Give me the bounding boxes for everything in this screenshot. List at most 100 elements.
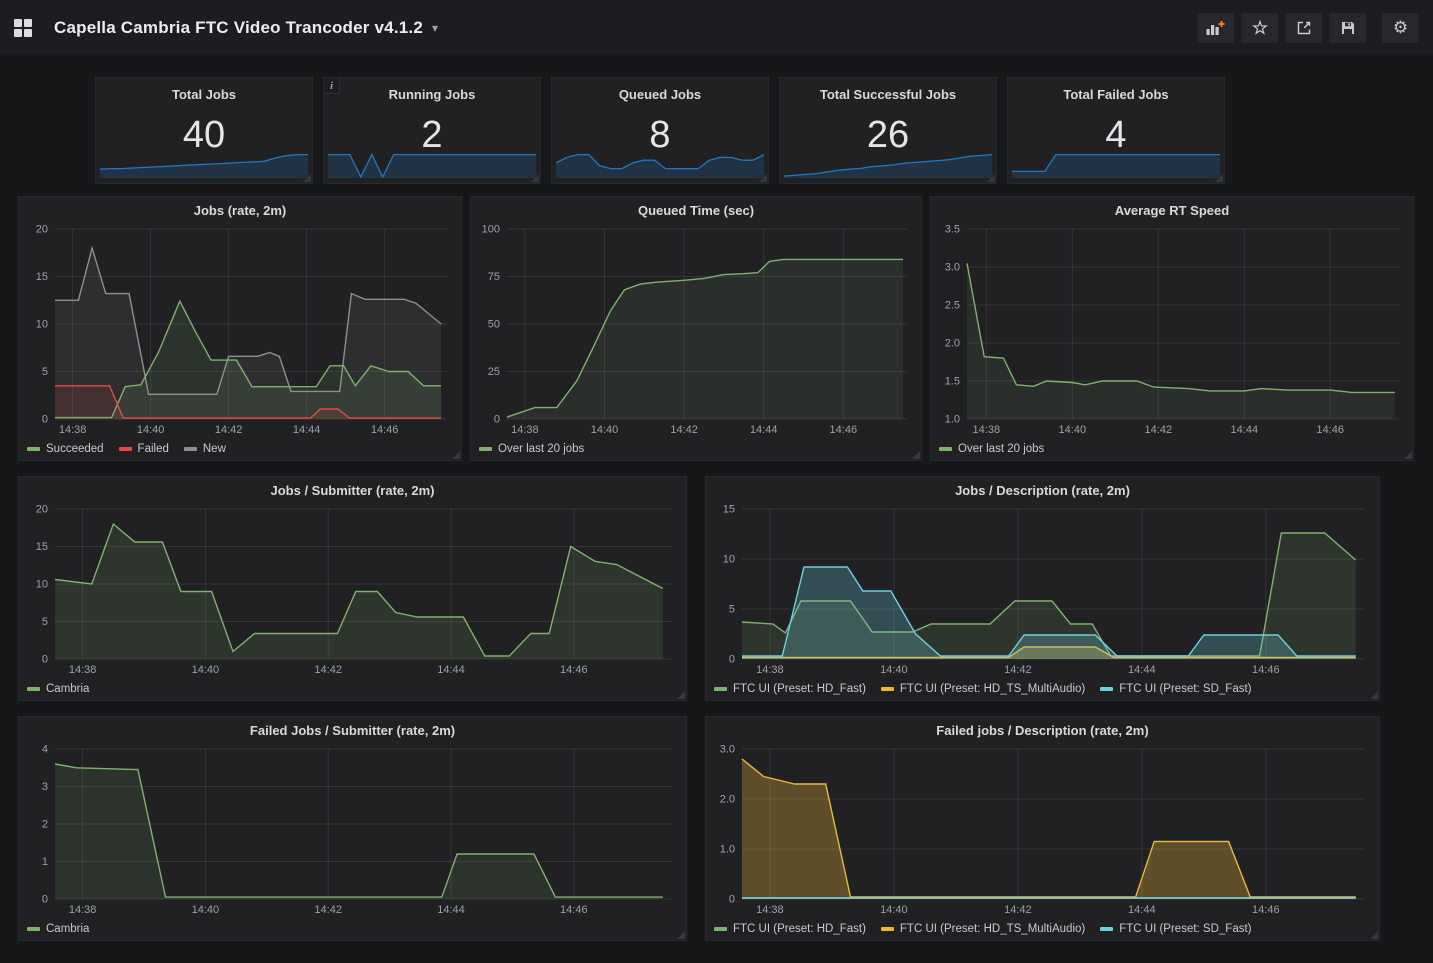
resize-handle[interactable] [1370,931,1378,939]
resize-handle[interactable] [531,174,539,182]
stat-panel-running-jobs: i Running Jobs 2 [323,77,541,184]
legend-item[interactable]: FTC UI (Preset: SD_Fast) [1100,682,1252,695]
svg-text:14:42: 14:42 [670,424,698,436]
svg-text:1: 1 [42,856,48,868]
panel-title[interactable]: Failed Jobs / Submitter (rate, 2m) [249,722,456,738]
panel-title[interactable]: Average RT Speed [1114,202,1230,218]
resize-handle[interactable] [677,691,685,699]
svg-text:14:40: 14:40 [192,904,220,916]
svg-text:14:44: 14:44 [293,424,321,436]
svg-text:14:46: 14:46 [1252,904,1280,916]
legend: Over last 20 jobs [471,437,921,460]
bar-chart-plus-icon [1206,20,1225,35]
panel-title[interactable]: Jobs / Description (rate, 2m) [955,482,1130,498]
settings-button[interactable]: ⚙ [1382,12,1419,43]
dashboard-title-dropdown[interactable]: Capella Cambria FTC Video Trancoder v4.1… [46,12,446,44]
svg-text:4: 4 [42,744,48,756]
share-button[interactable] [1285,12,1322,43]
resize-handle[interactable] [987,174,995,182]
grafana-menu-icon[interactable] [14,18,32,37]
stat-panel-title[interactable]: Queued Jobs [618,87,702,102]
resize-handle[interactable] [912,451,920,459]
legend-item[interactable]: FTC UI (Preset: HD_TS_MultiAudio) [880,923,1085,935]
charts-row-1: Jobs (rate, 2m) 0 5 10 15 20 14:38 14:40 14:42 14… [18,196,1415,461]
chart-avg-rt-speed[interactable]: 1.0 1.5 2.0 2.5 3.0 3.5 14:38 14:40 14:42 14:44 14… [931,223,1413,437]
panel-info-icon[interactable]: i [324,78,340,94]
svg-text:0: 0 [42,414,48,426]
svg-text:20: 20 [36,504,48,516]
chart-failed-jobs-description[interactable]: 0 1.0 2.0 3.0 14:38 14:40 14:42 14:44 14:46 [706,743,1379,917]
svg-text:14:38: 14:38 [59,424,87,436]
svg-text:3.0: 3.0 [945,262,960,274]
svg-text:14:40: 14:40 [880,664,908,676]
navbar: Capella Cambria FTC Video Trancoder v4.1… [0,0,1433,55]
legend-item[interactable]: Cambria [27,683,89,695]
svg-text:75: 75 [488,271,500,283]
legend-swatch [880,686,894,691]
stat-panel-total-failed-jobs: Total Failed Jobs 4 [1007,77,1225,184]
resize-handle[interactable] [1215,174,1223,182]
chart-queued-time[interactable]: 0 25 50 75 100 14:38 14:40 14:42 14:44 14:46 [471,223,921,437]
legend-item[interactable]: Over last 20 jobs [939,443,1044,455]
svg-text:14:46: 14:46 [371,424,399,436]
legend-item[interactable]: Succeeded [27,443,104,455]
legend-label: FTC UI (Preset: SD_Fast) [1119,922,1252,935]
chart-jobs-rate[interactable]: 0 5 10 15 20 14:38 14:40 14:42 14:44 14:46 [19,223,461,437]
panel-title[interactable]: Jobs (rate, 2m) [193,202,287,218]
svg-text:14:44: 14:44 [1128,904,1156,916]
chart-failed-jobs-submitter[interactable]: 0 1 2 3 4 14:38 14:40 14:42 14:44 14:46 [19,743,686,917]
svg-text:1.0: 1.0 [945,414,960,426]
stat-panel-title[interactable]: Running Jobs [388,87,476,102]
charts-row-2: Jobs / Submitter (rate, 2m) 0 5 10 15 20 14:38… [18,476,1415,701]
legend-label: Failed [137,442,169,455]
stat-value: 4 [1105,114,1127,156]
svg-text:14:46: 14:46 [560,664,588,676]
svg-text:14:42: 14:42 [1004,664,1032,676]
resize-handle[interactable] [1404,451,1412,459]
share-icon [1297,21,1310,34]
svg-text:5: 5 [42,366,48,378]
svg-text:100: 100 [482,224,500,236]
legend-item[interactable]: New [183,443,226,455]
add-panel-button[interactable] [1197,12,1234,43]
stats-row: Total Jobs 40 i Running Jobs 2 Queued Jobs 8 To… [95,77,1433,184]
stat-panel-title[interactable]: Total Successful Jobs [819,87,957,102]
legend-item[interactable]: FTC UI (Preset: HD_Fast) [714,923,866,935]
legend-item[interactable]: Cambria [27,923,89,935]
legend: Cambria [19,677,686,700]
chart-jobs-submitter[interactable]: 0 5 10 15 20 14:38 14:40 14:42 14:44 14:46 [19,503,686,677]
resize-handle[interactable] [303,174,311,182]
legend-item[interactable]: FTC UI (Preset: HD_Fast) [714,683,866,695]
chart-jobs-description[interactable]: 0 5 10 15 14:38 14:40 14:42 14:44 14:46 [706,503,1379,677]
svg-text:14:40: 14:40 [137,424,165,436]
resize-handle[interactable] [677,931,685,939]
panel-title[interactable]: Jobs / Submitter (rate, 2m) [270,482,435,498]
legend-label: FTC UI (Preset: SD_Fast) [1119,682,1252,695]
svg-text:14:44: 14:44 [437,904,465,916]
star-icon [1251,19,1268,35]
legend-swatch [183,446,197,451]
resize-handle[interactable] [1370,691,1378,699]
legend-swatch [1100,926,1114,931]
svg-text:25: 25 [488,366,500,378]
resize-handle[interactable] [452,451,460,459]
svg-text:14:38: 14:38 [69,664,97,676]
save-button[interactable] [1329,12,1366,43]
svg-text:1.5: 1.5 [945,376,960,388]
legend-item[interactable]: FTC UI (Preset: SD_Fast) [1100,922,1252,935]
legend: Cambria [19,917,686,940]
legend-swatch [1100,686,1114,691]
star-button[interactable] [1241,12,1278,43]
svg-text:0: 0 [494,414,500,426]
panel-avg-rt-speed: Average RT Speed 1.0 1.5 2.0 2.5 3.0 3.5 14:38 1… [930,196,1414,461]
legend-item[interactable]: Failed [118,442,169,455]
stat-panel-queued-jobs: Queued Jobs 8 [551,77,769,184]
legend-item[interactable]: Over last 20 jobs [479,443,584,455]
svg-text:14:38: 14:38 [756,664,784,676]
stat-panel-title[interactable]: Total Failed Jobs [1063,87,1169,102]
panel-title[interactable]: Queued Time (sec) [637,202,755,218]
panel-title[interactable]: Failed jobs / Description (rate, 2m) [936,722,1149,738]
legend-item[interactable]: FTC UI (Preset: HD_TS_MultiAudio) [880,683,1085,695]
stat-panel-title[interactable]: Total Jobs [171,87,237,102]
resize-handle[interactable] [759,174,767,182]
